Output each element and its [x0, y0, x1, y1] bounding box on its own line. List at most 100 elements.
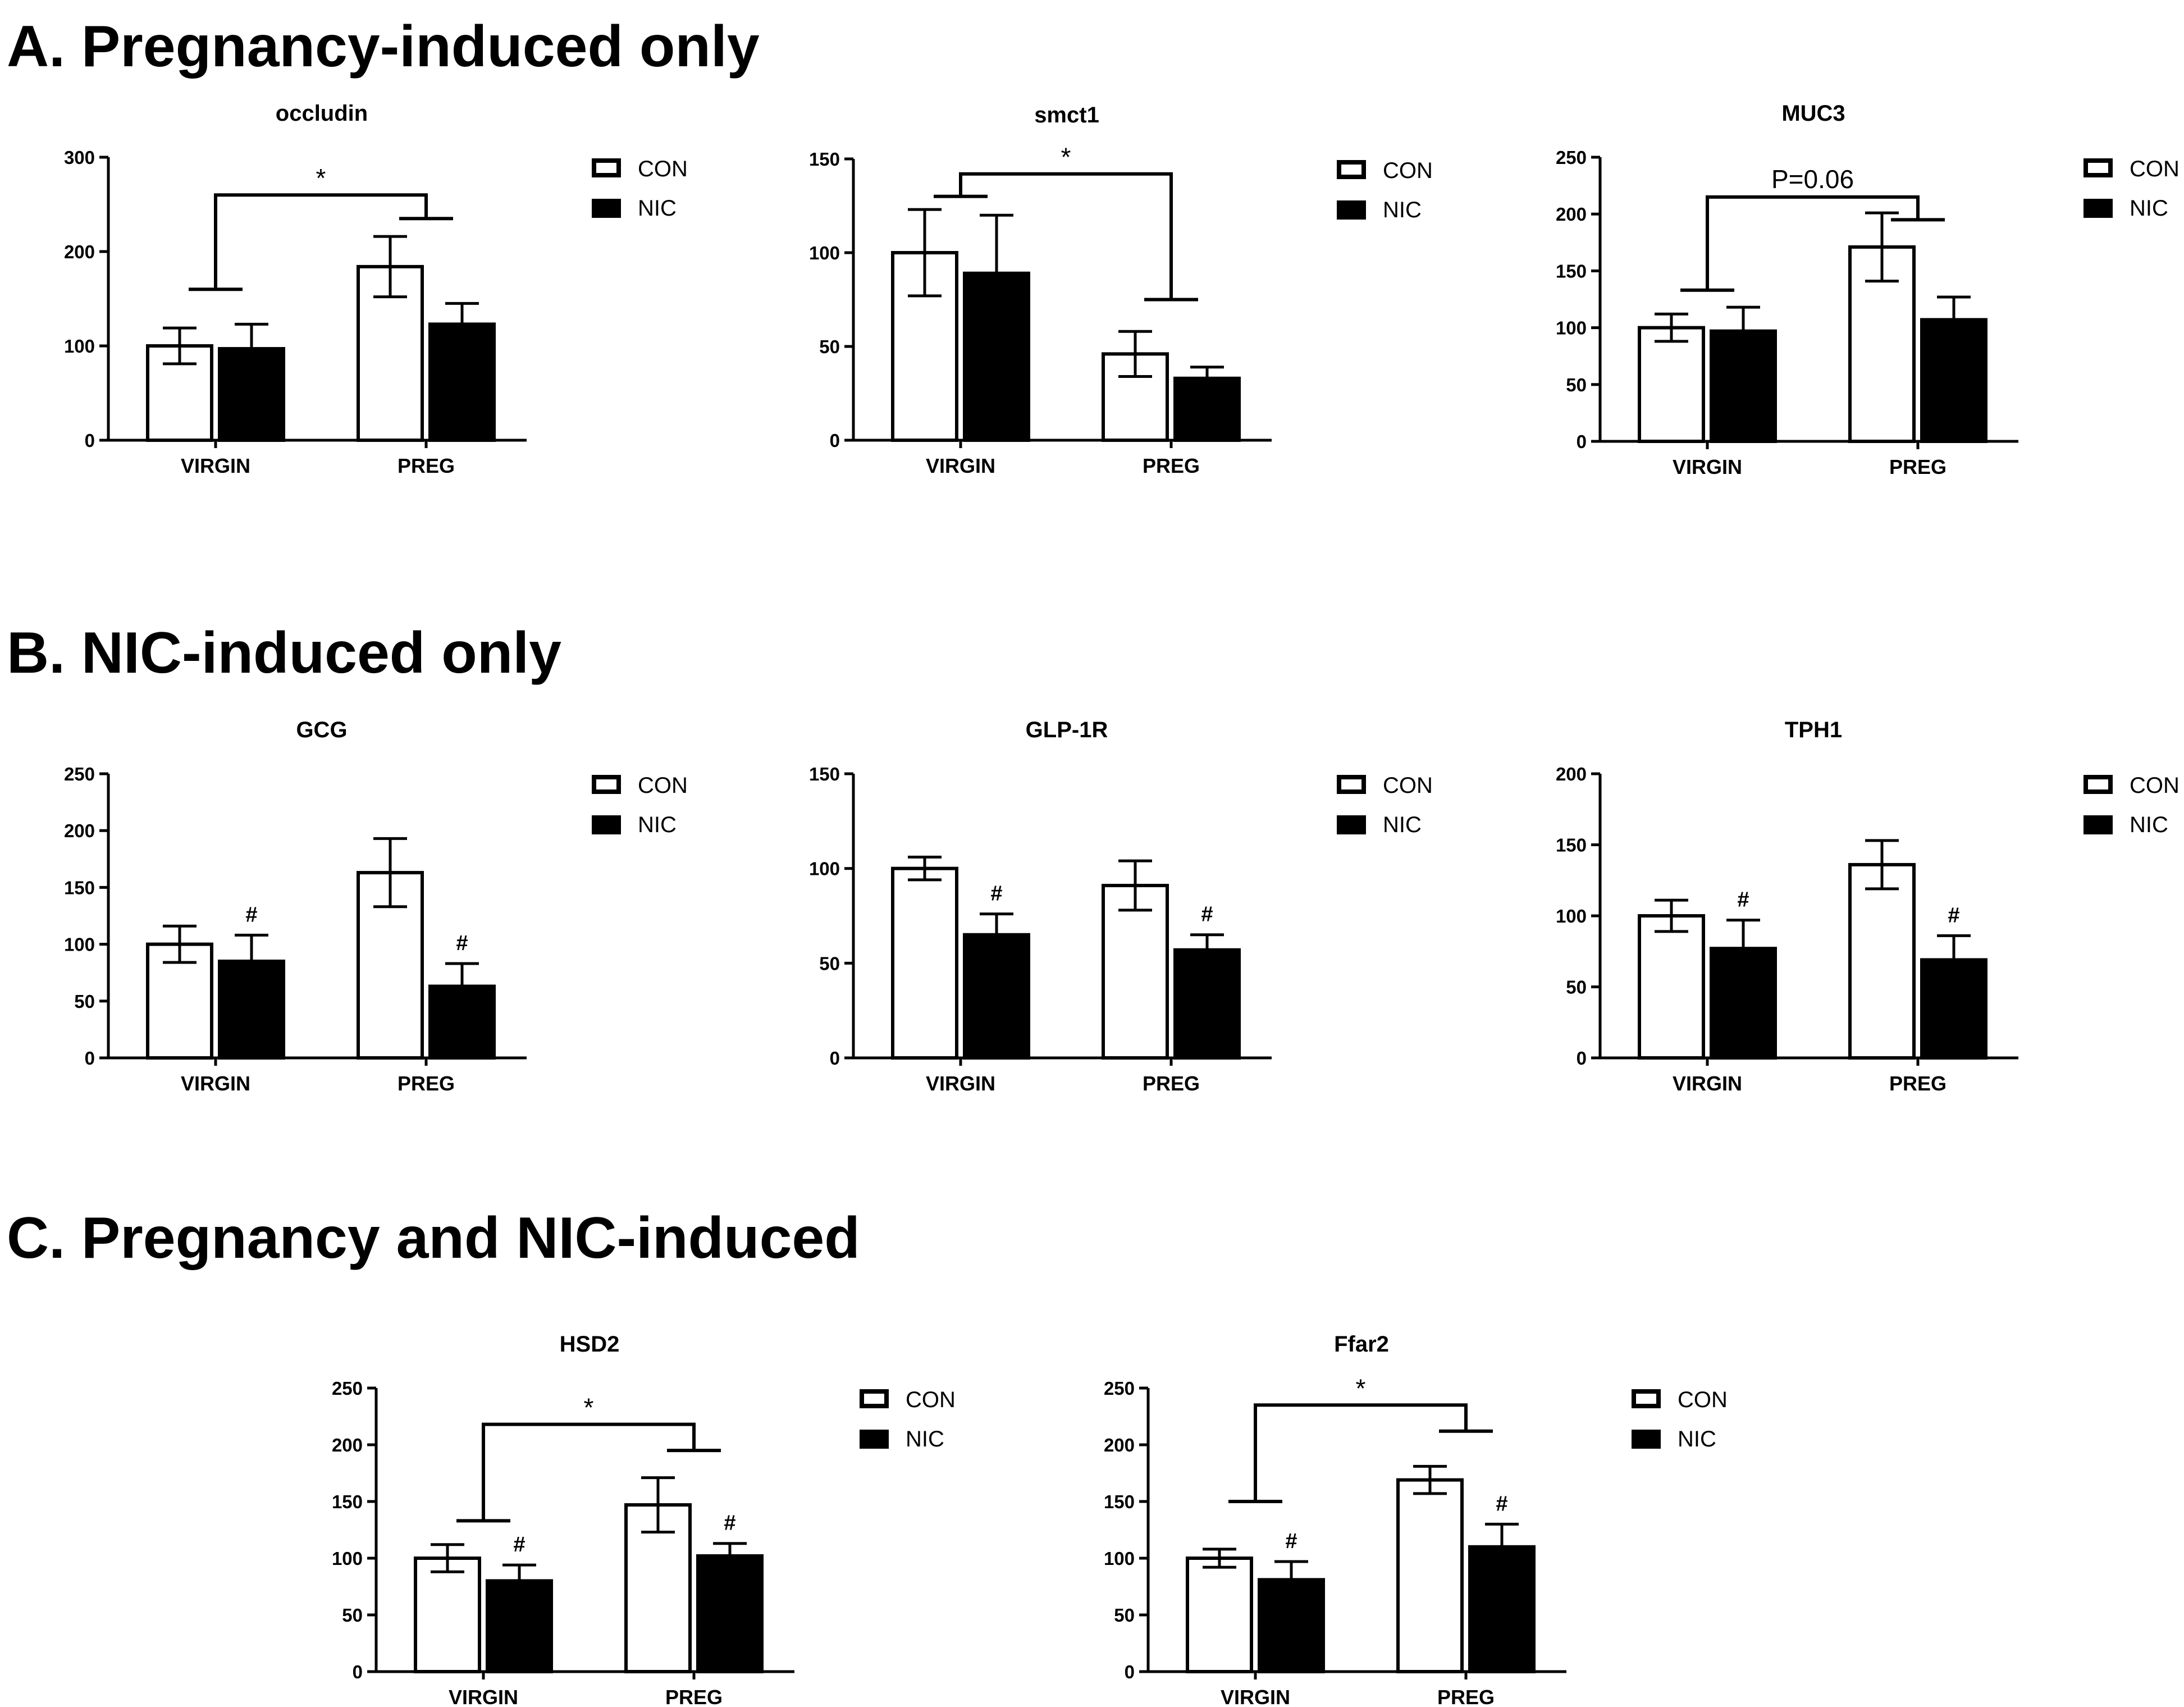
y-tick-label: 200 — [332, 1435, 363, 1455]
legend: CON NIC — [860, 1387, 956, 1452]
legend: CON NIC — [1337, 158, 1433, 222]
y-tick-label: 100 — [64, 934, 95, 955]
y-tick-label: 0 — [830, 1048, 840, 1069]
significance-label: * — [1061, 143, 1071, 172]
legend: CON NIC — [1337, 773, 1433, 837]
legend: CON NIC — [592, 157, 688, 221]
legend-label-nic: NIC — [2130, 196, 2168, 221]
chart-title: MUC3 — [1781, 101, 1845, 126]
bracket-line — [959, 172, 1173, 300]
legend-swatch-con — [1337, 775, 1366, 794]
chart-title: smct1 — [1034, 103, 1099, 127]
significance-label: * — [1356, 1373, 1366, 1403]
chart-title: TPH1 — [1785, 718, 1842, 742]
error-bar — [445, 302, 479, 346]
y-tick-label: 0 — [85, 1048, 95, 1069]
y-tick-label: 0 — [830, 430, 840, 451]
error-bar — [445, 962, 479, 1011]
error-bar — [641, 1476, 675, 1534]
y-tick-label: 50 — [819, 336, 840, 357]
hash-mark: # — [1201, 903, 1213, 926]
y-tick-label: 50 — [1114, 1605, 1135, 1626]
legend-label-con: CON — [2130, 773, 2180, 798]
legend-swatch-nic — [1337, 200, 1366, 220]
y-tick-label: 200 — [1104, 1435, 1135, 1455]
y-tick-label: 100 — [1104, 1548, 1135, 1569]
legend-swatch-con — [2084, 158, 2113, 177]
y-tick-label: 250 — [1556, 147, 1587, 168]
legend-swatch-con — [592, 158, 621, 177]
y-tick-label: 250 — [64, 764, 95, 784]
chart-panels: occludin 0 100 200 300 VIRGIN PREG * CON NIC smct1… — [64, 101, 2180, 1707]
legend-label-con: CON — [638, 157, 688, 181]
legend-label-nic: NIC — [2130, 813, 2168, 837]
significance-label: * — [584, 1393, 594, 1422]
hash-mark: # — [724, 1512, 735, 1535]
legend: CON NIC — [2084, 773, 2180, 837]
error-bar — [1655, 312, 1688, 343]
error-bar — [373, 837, 407, 909]
y-tick-label: 100 — [332, 1548, 363, 1569]
legend-label-nic: NIC — [638, 196, 677, 221]
hash-mark: # — [456, 932, 468, 955]
hash-mark: # — [990, 882, 1002, 906]
hash-mark: # — [513, 1533, 525, 1557]
x-tick-label: VIRGIN — [449, 1686, 518, 1707]
error-bar — [373, 235, 407, 299]
y-tick-label: 150 — [1556, 835, 1587, 856]
x-tick-label: VIRGIN — [181, 454, 250, 477]
bar-con-virgin — [1638, 914, 1705, 1060]
significance-label: P=0.06 — [1771, 165, 1854, 194]
y-tick-label: 0 — [1577, 1048, 1587, 1069]
bar-con-virgin — [891, 866, 958, 1060]
chart-title: occludin — [276, 101, 368, 126]
legend-swatch-con — [2084, 775, 2113, 794]
x-tick-label: VIRGIN — [1221, 1686, 1290, 1707]
x-tick-label: VIRGIN — [1673, 1072, 1742, 1095]
y-tick-label: 100 — [1556, 906, 1587, 926]
bar-nic-preg — [1173, 948, 1241, 1060]
section-title-a: A. Pregnancy-induced only — [7, 14, 760, 79]
section-title-c: C. Pregnancy and NIC-induced — [7, 1206, 860, 1271]
x-tick-label: PREG — [1143, 1072, 1200, 1095]
bar-con-virgin — [1186, 1557, 1253, 1673]
error-bar — [1203, 1548, 1236, 1569]
y-tick-label: 50 — [819, 953, 840, 974]
y-tick-label: 150 — [1104, 1491, 1135, 1512]
legend-label-con: CON — [1678, 1387, 1728, 1412]
error-bar — [502, 1563, 536, 1599]
y-tick-label: 0 — [353, 1662, 363, 1682]
y-tick-label: 100 — [809, 243, 840, 263]
legend-swatch-nic — [1337, 815, 1366, 834]
y-tick-label: 50 — [1566, 375, 1587, 395]
error-bar — [1865, 211, 1899, 283]
bracket-line — [1254, 1403, 1468, 1501]
hash-mark: # — [1496, 1492, 1507, 1516]
y-tick-label: 200 — [64, 241, 95, 262]
hash-mark: # — [1948, 903, 1959, 927]
error-bar — [1726, 919, 1760, 979]
x-tick-label: VIRGIN — [1673, 455, 1742, 478]
error-bar — [1413, 1464, 1447, 1495]
x-tick-label: PREG — [1889, 455, 1947, 478]
y-tick-label: 300 — [64, 147, 95, 168]
legend-swatch-con — [1632, 1389, 1661, 1408]
error-bar — [1726, 305, 1760, 357]
bar-con-virgin — [1638, 326, 1705, 443]
x-tick-label: PREG — [1143, 454, 1200, 477]
error-bar — [908, 855, 942, 882]
y-tick-label: 100 — [809, 859, 840, 879]
error-bar — [1190, 933, 1224, 967]
error-bar — [163, 326, 197, 366]
y-tick-label: 50 — [342, 1605, 363, 1626]
chart-smct1: smct1 0 50 100 150 VIRGIN PREG * CON NIC — [809, 103, 1433, 477]
legend-label-nic: NIC — [906, 1427, 944, 1452]
legend-swatch-nic — [1632, 1430, 1661, 1449]
y-tick-label: 250 — [332, 1378, 363, 1399]
error-bar — [1655, 898, 1688, 933]
legend-swatch-con — [860, 1389, 889, 1408]
y-tick-label: 150 — [1556, 261, 1587, 281]
error-bar — [1118, 859, 1152, 912]
error-bar — [1274, 1560, 1308, 1600]
y-tick-label: 50 — [74, 991, 95, 1012]
